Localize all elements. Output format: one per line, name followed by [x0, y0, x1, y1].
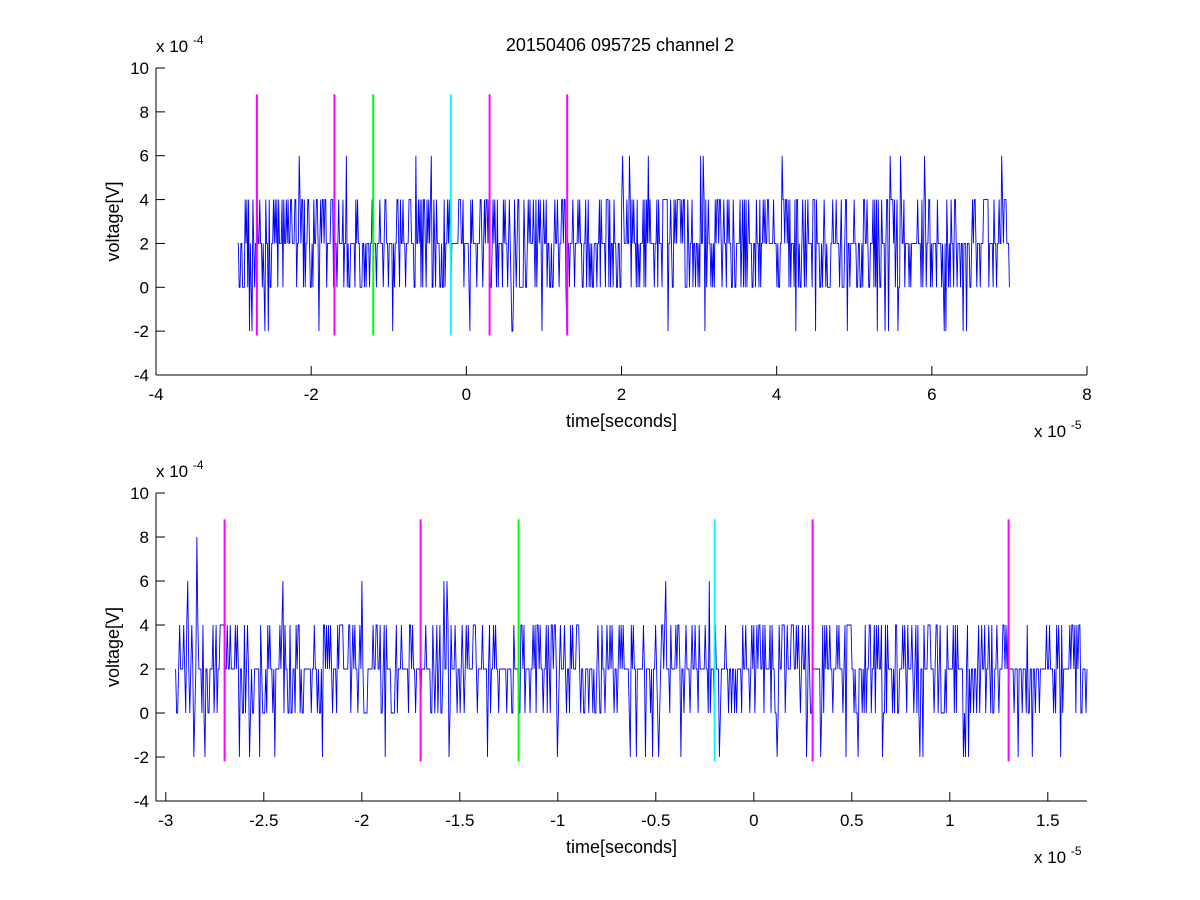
x-tick-label: 1	[945, 811, 954, 830]
x-axis-label: time[seconds]	[566, 837, 677, 857]
x-tick-label: 0.5	[840, 811, 864, 830]
bottom-plot: -3 -2.5 -2 -1.5 -1 -0.5 0 0.5 1 1.5 -4 -2 0 2 4 6 8 10 tim…	[103, 458, 1088, 867]
y-tick-label: 4	[140, 616, 149, 635]
figure-title: 20150406 095725 channel 2	[506, 35, 734, 55]
x-tick-label: -1.5	[445, 811, 474, 830]
y-tick-label: 8	[140, 528, 149, 547]
x-tick-label: -2	[304, 385, 319, 404]
y-tick-label: 6	[140, 147, 149, 166]
x-tick-label: 0	[462, 385, 471, 404]
x-tick-label: -4	[148, 385, 163, 404]
x-tick-label: 1.5	[1036, 811, 1060, 830]
y-tick-label: 10	[130, 484, 149, 503]
y-tick-label: 4	[140, 191, 149, 210]
y-tick-label: -4	[134, 366, 149, 385]
y-tick-label: -2	[134, 322, 149, 341]
x-tick-label: -1	[550, 811, 565, 830]
x-tick-label: -3	[158, 811, 173, 830]
x-exponent-label: x 10 -5	[1034, 844, 1082, 867]
y-tick-label: 2	[140, 234, 149, 253]
y-axis-label: voltage[V]	[103, 607, 123, 687]
y-tick-label: 10	[130, 59, 149, 78]
y-tick-label: 2	[140, 660, 149, 679]
y-tick-label: 6	[140, 572, 149, 591]
signal-line	[175, 536, 1088, 758]
y-axis-label: voltage[V]	[103, 181, 123, 261]
x-tick-label: 2	[617, 385, 626, 404]
x-tick-label: -0.5	[641, 811, 670, 830]
y-tick-label: 0	[140, 278, 149, 297]
top-plot: -4 -2 0 2 4 6 8 -4 -2 0 2 4 6 8 10 time[seconds] voltage…	[103, 33, 1092, 441]
signal-line	[237, 155, 1010, 332]
x-tick-label: 8	[1082, 385, 1091, 404]
y-tick-label: 0	[140, 704, 149, 723]
y-tick-label: -4	[134, 792, 149, 811]
x-tick-label: 0	[749, 811, 758, 830]
x-tick-label: 6	[927, 385, 936, 404]
x-axis-label: time[seconds]	[566, 411, 677, 431]
y-exponent-label: x 10 -4	[156, 458, 204, 481]
x-tick-label: -2.5	[249, 811, 278, 830]
y-tick-label: 8	[140, 103, 149, 122]
x-exponent-label: x 10 -5	[1034, 418, 1082, 441]
y-tick-label: -2	[134, 748, 149, 767]
y-exponent-label: x 10 -4	[156, 33, 204, 56]
x-tick-label: 4	[772, 385, 781, 404]
x-tick-label: -2	[354, 811, 369, 830]
